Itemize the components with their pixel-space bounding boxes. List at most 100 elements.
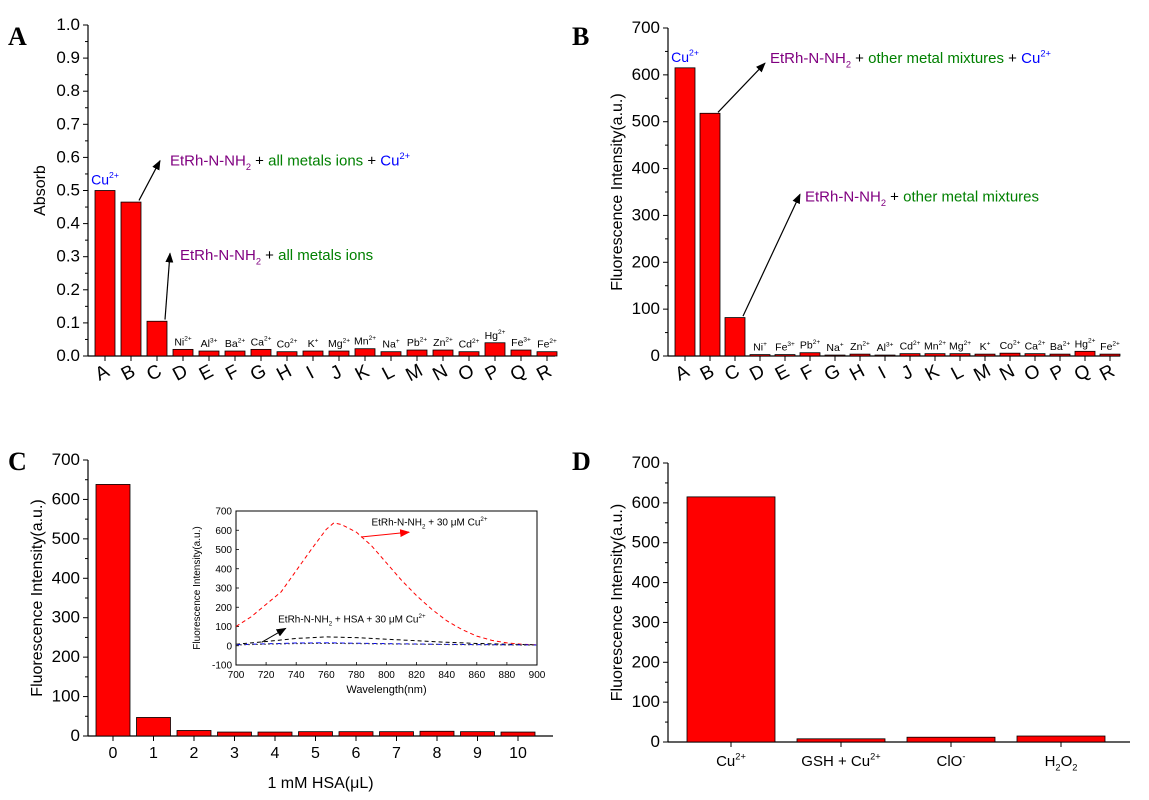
bar [484,342,506,357]
x-tick-label: D [169,361,191,386]
bar [536,351,558,357]
x-tick-label: 7 [392,745,401,762]
bar [999,352,1021,357]
x-tick-label-part: ClO [937,753,963,770]
bar-label-part: Fe [537,339,549,351]
inset-series-line [235,642,538,646]
inset-annotation-text: EtRh-N-NH2 + 30 μM Cu2+ [371,516,487,531]
x-tick-label: F [222,361,242,385]
x-tick-label: K [352,361,373,386]
bar-label: K+ [980,340,991,353]
bar-label: Pb2+ [800,339,820,352]
annotation-text: EtRh-N-NH2 + all metals ions + Cu2+ [170,151,410,172]
bar-label-part: 2+ [184,336,192,343]
bar-label-part: 2+ [1088,338,1096,345]
bar-label: Fe2+ [1100,340,1120,353]
x-tick-label-part: 2+ [735,751,746,761]
inset-x-tick-label: 720 [258,670,275,681]
bar-label: Cu2+ [91,170,119,187]
y-tick-label: 0.8 [56,81,80,100]
bar-label-part: 2+ [420,336,428,343]
bar-label: Co2+ [277,338,298,351]
bar-label-part: 3+ [886,341,894,348]
bar-label-part: 2+ [862,340,870,347]
annotation-text-part: 2 [246,162,251,172]
x-tick-label-part: GSH + Cu [801,753,870,770]
panel-label: C [8,447,27,476]
bar [250,348,272,357]
x-tick-label: D [746,361,768,386]
bar-label: Pb2+ [407,336,427,349]
bar-label-part: Zn [850,341,862,353]
bar [874,354,896,357]
y-tick-label: 0.4 [56,214,80,233]
x-tick-label: 0 [109,745,118,762]
bar-label: Mg2+ [949,340,971,353]
annotation-text-part: other metal mixtures [903,188,1039,205]
x-tick-label: P [1047,361,1068,385]
bar-label-part: Pb [407,337,420,349]
bar [749,354,771,357]
bar-label-part: 2+ [939,340,947,347]
y-tick-label: 400 [632,573,660,592]
inset-y-tick-label: 300 [215,584,232,595]
annotation-text-part: + [886,188,903,205]
annotation-arrow [742,193,801,317]
x-tick-label: 6 [352,745,361,762]
bar [510,349,532,357]
bar [799,352,821,357]
x-tick-label: ClO- [937,751,966,770]
bar-label-part: Ba [1050,341,1063,353]
bar [1024,353,1046,357]
bar-label-part: + [315,337,319,344]
annotation-text-part: EtRh-N-NH [805,188,881,205]
y-axis-label: Fluorescence Intensity(a.u.) [609,93,626,290]
y-tick-label: 400 [632,159,660,178]
x-tick-label: R [1096,361,1118,386]
annotation-arrow [164,252,174,320]
bar-label-part: Ca [251,336,265,348]
bar-label-part: Co [1000,340,1014,352]
x-tick-label: R [533,361,555,386]
x-tick-label: F [797,361,817,385]
y-tick-label: 1.0 [56,15,80,34]
inset-x-tick-label: 900 [529,670,546,681]
bar-label-part: Fe [1100,341,1112,353]
bar-label-part: 2+ [343,337,351,344]
bar [699,112,721,357]
y-tick-label: 600 [632,493,660,512]
bar-label-part: Fe [511,337,523,349]
annotation-text-part: + [1004,50,1021,67]
y-tick-label: 0 [71,726,80,745]
bar-label-part: Ba [225,338,238,350]
bar-label-part: 2+ [498,329,506,336]
x-tick-label: P [482,361,503,385]
x-axis-label: 1 mM HSA(μL) [267,775,373,792]
y-tick-label: 400 [52,568,80,587]
bar [824,354,846,357]
y-tick-label: 0.6 [56,147,80,166]
bar [924,353,946,357]
y-tick-label: 300 [52,608,80,627]
bar [458,351,480,357]
y-tick-label: 0.5 [56,181,80,200]
bar-label-part: Co [277,339,291,351]
inset-x-tick-label: 860 [468,670,485,681]
bar [1049,353,1071,357]
bar-label-part: Cu [91,172,109,188]
x-tick-label: I [303,363,318,384]
bar-label: Al3+ [877,341,894,354]
panel-label: A [8,22,27,51]
bar-label-part: + [396,338,400,345]
y-tick-label: 700 [632,453,660,472]
x-tick-label-part: - [962,751,965,761]
bar-label-part: 2+ [1013,339,1021,346]
y-axis-label: Absorb [32,165,49,216]
y-tick-label: 600 [52,489,80,508]
bar [94,190,116,357]
bar [949,353,971,357]
x-tick-label: B [697,361,718,385]
bar-label: Mn2+ [354,335,376,348]
annotation-text-part: EtRh-N-NH [180,247,256,264]
bar [774,354,796,357]
